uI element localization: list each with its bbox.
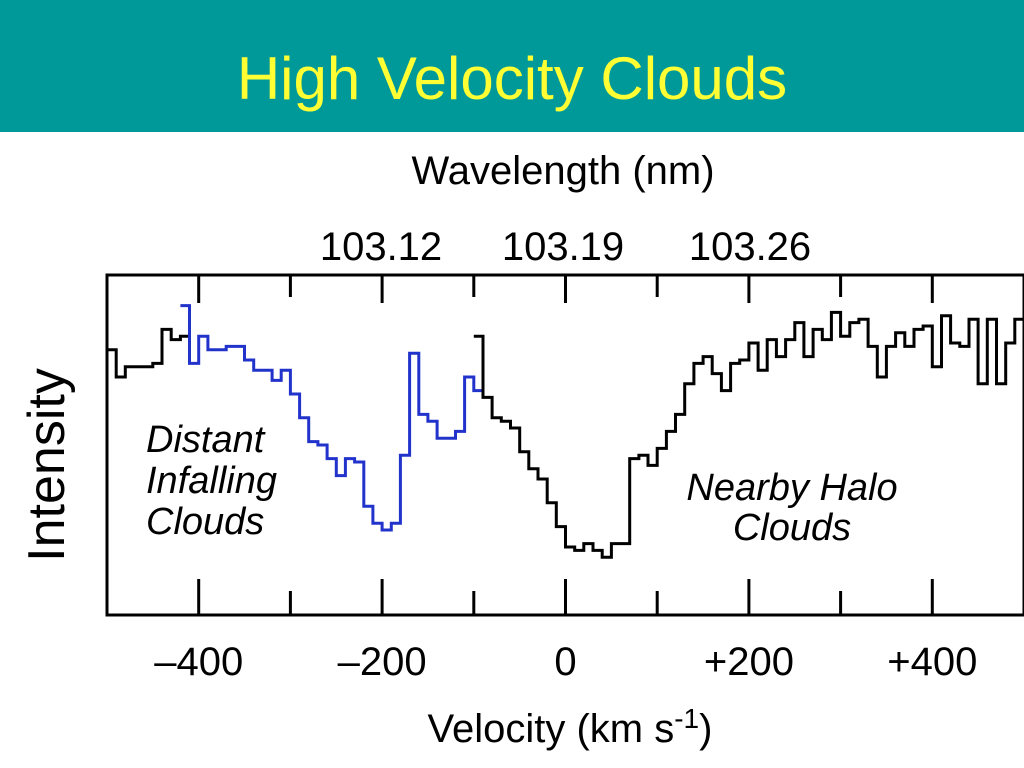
x-axis-title-suffix: ) bbox=[699, 707, 712, 751]
annotation-nearby-halo: Clouds bbox=[733, 507, 851, 549]
x-tick-label: +200 bbox=[704, 640, 794, 684]
x-axis-title-main: Velocity (km s bbox=[428, 707, 675, 751]
x-tick-label: –200 bbox=[338, 640, 427, 684]
spectrum-series-3 bbox=[473, 310, 1024, 559]
x-tick-label: +400 bbox=[887, 640, 977, 684]
x-tick-label: 0 bbox=[554, 640, 576, 684]
x-axis-title-superscript: -1 bbox=[674, 703, 699, 734]
title-bar bbox=[0, 0, 1024, 132]
x-axis-title: Velocity (km s-1) bbox=[428, 703, 713, 751]
annotation-nearby-halo: Nearby Halo bbox=[686, 467, 897, 509]
spectrum-series-2 bbox=[180, 304, 483, 532]
slide-title: High Velocity Clouds bbox=[236, 45, 788, 112]
top-axis-tick-label: 103.12 bbox=[320, 225, 442, 269]
y-axis-title: Intensity bbox=[18, 368, 76, 562]
spectrum-series-1 bbox=[107, 327, 190, 379]
x-tick-label: –400 bbox=[154, 640, 243, 684]
annotation-distant-infalling: Infalling bbox=[146, 460, 277, 502]
top-axis-title: Wavelength (nm) bbox=[411, 149, 714, 193]
top-axis-tick-label: 103.26 bbox=[689, 225, 811, 269]
top-axis-tick-label: 103.19 bbox=[502, 225, 624, 269]
plot-frame bbox=[105, 273, 1024, 617]
annotation-distant-infalling: Distant bbox=[146, 419, 266, 461]
annotation-distant-infalling: Clouds bbox=[146, 501, 264, 543]
